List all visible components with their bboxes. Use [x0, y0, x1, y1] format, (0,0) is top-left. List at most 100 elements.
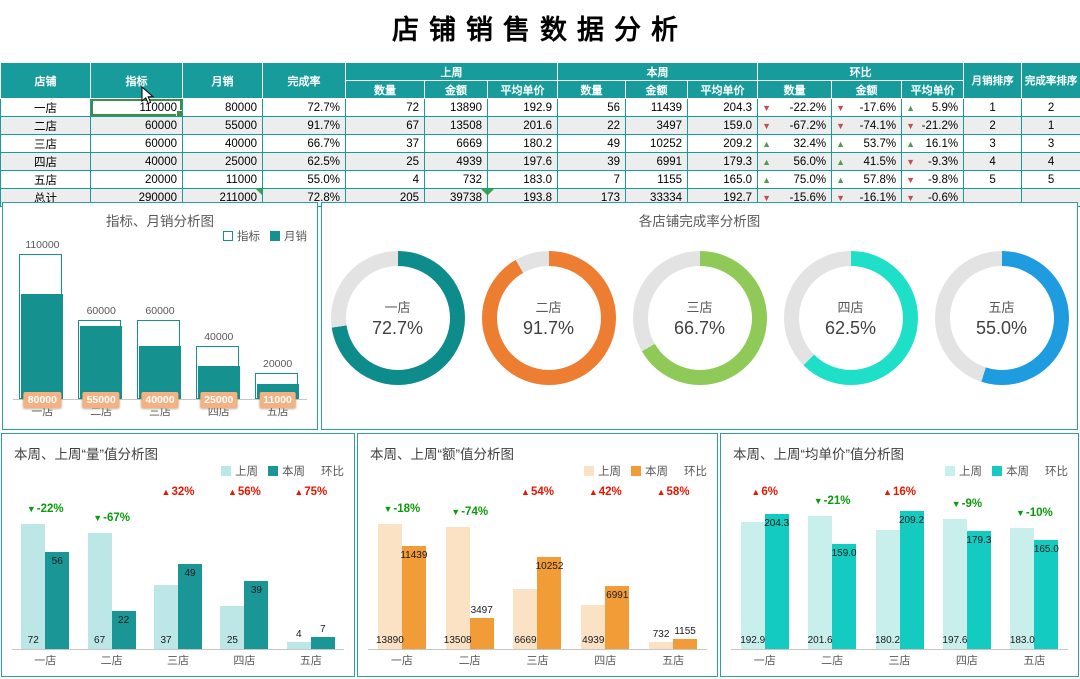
down-arrow-icon: ▼: [836, 120, 845, 131]
subheader: 金额: [625, 80, 689, 99]
cell-store[interactable]: 四店: [0, 152, 91, 171]
cell-lastweek-avg[interactable]: 192.9: [486, 98, 559, 117]
cell-thisweek-qty[interactable]: 39: [557, 152, 627, 171]
cell-monthly[interactable]: 40000: [182, 134, 263, 153]
cell-lastweek-qty[interactable]: 25: [345, 152, 425, 171]
cell-lastweek-amount[interactable]: 13890: [424, 98, 488, 117]
cell-wow-qty[interactable]: ▲ 75.0%: [757, 170, 833, 189]
cell-monthly-rank[interactable]: 5: [963, 170, 1023, 189]
cell-wow-avg[interactable]: ▼ -21.2%: [901, 116, 965, 135]
cell-thisweek-qty[interactable]: 49: [557, 134, 627, 153]
cell-wow-qty[interactable]: ▲ 32.4%: [757, 134, 833, 153]
cell-thisweek-avg[interactable]: 165.0: [687, 170, 759, 189]
cell-thisweek-avg[interactable]: 179.3: [687, 152, 759, 171]
cell-rate[interactable]: 55.0%: [262, 170, 346, 189]
cell-rate-rank[interactable]: 4: [1021, 152, 1080, 171]
cell-thisweek-qty[interactable]: 56: [557, 98, 627, 117]
cell-monthly[interactable]: 11000: [182, 170, 263, 189]
thisweek-bar: [966, 531, 991, 649]
bar-group: 40000 25000: [189, 247, 248, 408]
cell-store[interactable]: 一店: [0, 98, 91, 117]
up-triangle-icon: ▲: [294, 487, 304, 497]
cell-thisweek-amount[interactable]: 10252: [625, 134, 689, 153]
cell-wow-amount[interactable]: ▲ 41.5%: [831, 152, 903, 171]
category-axis: 一店 二店 三店 四店 五店: [731, 652, 1068, 668]
cell-monthly-rank[interactable]: 1: [963, 98, 1023, 117]
cell-lastweek-qty[interactable]: 67: [345, 116, 425, 135]
cell-lastweek-amount[interactable]: 13508: [424, 116, 488, 135]
cell-wow-avg[interactable]: ▲ 16.1%: [901, 134, 965, 153]
sales-table-container: 店铺 指标 月销 完成率 上周 本周 环比 月销排序 完成率排序 数量 金额 平均单价 数量 金额 平均单价…: [0, 62, 1080, 207]
cell-store[interactable]: 二店: [0, 116, 91, 135]
lastweek-bar: [1010, 528, 1035, 649]
cell-rate-rank[interactable]: 1: [1021, 116, 1080, 135]
cell-thisweek-qty[interactable]: 22: [557, 116, 627, 135]
cell-rate[interactable]: 62.5%: [262, 152, 346, 171]
thisweek-bar: [605, 586, 630, 649]
cell-rate-rank[interactable]: 3: [1021, 134, 1080, 153]
cell-wow-amount[interactable]: ▲ 53.7%: [831, 134, 903, 153]
header-sub-row: 数量 金额 平均单价 数量 金额 平均单价 数量 金额 平均单价: [1, 80, 1080, 99]
cell-thisweek-amount[interactable]: 6991: [625, 152, 689, 171]
cell-lastweek-amount[interactable]: 4939: [424, 152, 488, 171]
cell-target[interactable]: 60000: [90, 116, 183, 135]
wow-label: ▼-9%: [951, 498, 983, 510]
cell-store[interactable]: 五店: [0, 170, 91, 189]
cell-thisweek-avg[interactable]: 209.2: [687, 134, 759, 153]
cell-rate[interactable]: 66.7%: [262, 134, 346, 153]
cell-wow-qty[interactable]: ▲ 56.0%: [757, 152, 833, 171]
cell-lastweek-avg[interactable]: 183.0: [486, 170, 559, 189]
cell-monthly[interactable]: 55000: [182, 116, 263, 135]
cell-rate-rank[interactable]: 5: [1021, 170, 1080, 189]
cell-thisweek-qty[interactable]: 7: [557, 170, 627, 189]
bar-group: 4 7 ▲75%: [278, 484, 344, 649]
bar-group: 180.2 209.2 ▲16%: [866, 484, 933, 649]
cell-wow-amount[interactable]: ▼ -17.6%: [831, 98, 903, 117]
target-bar: [78, 320, 122, 399]
cell-thisweek-avg[interactable]: 204.3: [687, 98, 759, 117]
cell-wow-avg[interactable]: ▼ -9.8%: [901, 170, 965, 189]
cell-store[interactable]: 三店: [0, 134, 91, 153]
cell-lastweek-amount[interactable]: 732: [424, 170, 488, 189]
category-label: 五店: [1023, 655, 1046, 667]
cell-wow-qty[interactable]: ▼ -22.2%: [757, 98, 833, 117]
header-target: 指标: [90, 62, 183, 99]
cell-lastweek-avg[interactable]: 180.2: [486, 134, 559, 153]
cell-rate[interactable]: 72.7%: [262, 98, 346, 117]
cell-thisweek-amount[interactable]: 1155: [625, 170, 689, 189]
cell-lastweek-avg[interactable]: 197.6: [486, 152, 559, 171]
cell-wow-amount[interactable]: ▲ 57.8%: [831, 170, 903, 189]
cell-thisweek-amount[interactable]: 3497: [625, 116, 689, 135]
cell-target[interactable]: 60000: [90, 134, 183, 153]
cell-lastweek-qty[interactable]: 72: [345, 98, 425, 117]
cell-monthly[interactable]: 80000: [182, 98, 263, 117]
cell-monthly-rank[interactable]: 3: [963, 134, 1023, 153]
cell-wow-qty[interactable]: ▼ -67.2%: [757, 116, 833, 135]
cell-lastweek-qty[interactable]: 4: [345, 170, 425, 189]
cell-wow-avg[interactable]: ▼ -9.3%: [901, 152, 965, 171]
category-label: 五店: [266, 406, 289, 418]
donut-ring: 三店 66.7%: [632, 251, 767, 385]
subheader: 数量: [345, 80, 425, 99]
fill-handle[interactable]: [176, 110, 182, 116]
cell-rate-rank[interactable]: 2: [1021, 98, 1080, 117]
down-arrow-icon: ▼: [836, 192, 845, 203]
up-triangle-icon: ▲: [656, 487, 666, 497]
cell-rate[interactable]: 91.7%: [262, 116, 346, 135]
up-triangle-icon: ▲: [883, 487, 892, 497]
cell-target[interactable]: 20000: [90, 170, 183, 189]
table-row: 三店 60000 40000 66.7% 37 6669 180.2 49 10252 209.2…: [0, 134, 1080, 153]
cell-monthly-rank[interactable]: 2: [963, 116, 1023, 135]
cell-thisweek-amount[interactable]: 11439: [625, 98, 689, 117]
cell-target[interactable]: 40000: [90, 152, 183, 171]
cell-wow-amount[interactable]: ▼ -74.1%: [831, 116, 903, 135]
cell-thisweek-avg[interactable]: 159.0: [687, 116, 759, 135]
cell-wow-avg[interactable]: ▲ 5.9%: [901, 98, 965, 117]
cell-target[interactable]: 110000: [90, 98, 183, 117]
wow-label: ▼-21%: [813, 495, 851, 507]
cell-monthly[interactable]: 25000: [182, 152, 263, 171]
cell-lastweek-amount[interactable]: 6669: [424, 134, 488, 153]
cell-lastweek-qty[interactable]: 37: [345, 134, 425, 153]
cell-lastweek-avg[interactable]: 201.6: [486, 116, 559, 135]
cell-monthly-rank[interactable]: 4: [963, 152, 1023, 171]
